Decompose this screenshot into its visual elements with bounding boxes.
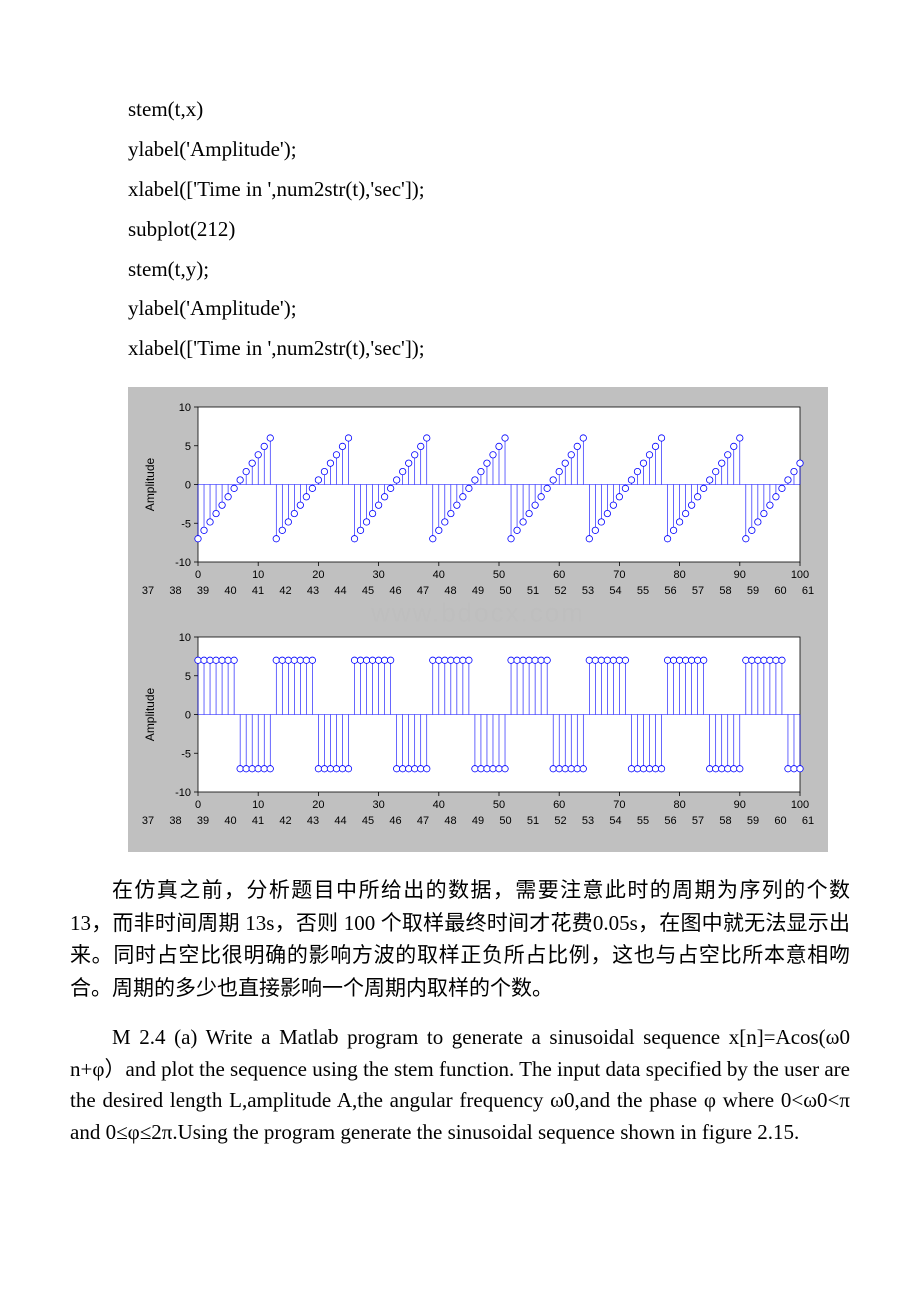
svg-text:55: 55 (637, 585, 649, 597)
svg-text:Amplitude: Amplitude (143, 458, 157, 512)
svg-text:90: 90 (734, 799, 746, 811)
svg-text:10: 10 (252, 569, 264, 581)
svg-text:56: 56 (664, 815, 676, 827)
svg-text:60: 60 (553, 799, 565, 811)
svg-text:40: 40 (433, 569, 445, 581)
code-line: ylabel('Amplitude'); (70, 289, 850, 329)
svg-text:50: 50 (499, 815, 511, 827)
svg-text:37: 37 (142, 585, 154, 597)
svg-text:45: 45 (362, 585, 374, 597)
svg-text:55: 55 (637, 815, 649, 827)
svg-text:50: 50 (499, 585, 511, 597)
svg-text:56: 56 (664, 585, 676, 597)
code-line: subplot(212) (70, 210, 850, 250)
svg-text:44: 44 (334, 585, 346, 597)
code-line: stem(t,y); (70, 250, 850, 290)
svg-text:www.bdocx.com: www.bdocx.com (370, 598, 585, 628)
svg-text:60: 60 (774, 585, 786, 597)
svg-text:90: 90 (734, 569, 746, 581)
svg-text:38: 38 (169, 815, 181, 827)
code-line: xlabel(['Time in ',num2str(t),'sec']); (70, 170, 850, 210)
svg-text:Amplitude: Amplitude (143, 688, 157, 742)
svg-text:10: 10 (179, 402, 191, 414)
svg-text:51: 51 (527, 585, 539, 597)
svg-text:39: 39 (197, 815, 209, 827)
svg-text:52: 52 (554, 585, 566, 597)
svg-text:40: 40 (224, 815, 236, 827)
svg-text:46: 46 (389, 585, 401, 597)
svg-text:0: 0 (195, 799, 201, 811)
svg-text:-10: -10 (175, 787, 191, 799)
svg-text:41: 41 (252, 815, 264, 827)
code-line: ylabel('Amplitude'); (70, 130, 850, 170)
svg-text:46: 46 (389, 815, 401, 827)
code-line: stem(t,x) (70, 90, 850, 130)
svg-text:-5: -5 (181, 518, 191, 530)
svg-text:58: 58 (719, 585, 731, 597)
svg-text:20: 20 (312, 569, 324, 581)
svg-text:42: 42 (279, 585, 291, 597)
svg-text:70: 70 (613, 799, 625, 811)
svg-text:47: 47 (417, 815, 429, 827)
svg-text:61: 61 (802, 815, 814, 827)
svg-text:41: 41 (252, 585, 264, 597)
svg-text:30: 30 (372, 799, 384, 811)
svg-text:49: 49 (472, 585, 484, 597)
svg-text:100: 100 (791, 569, 809, 581)
svg-text:49: 49 (472, 815, 484, 827)
svg-text:47: 47 (417, 585, 429, 597)
code-line: xlabel(['Time in ',num2str(t),'sec']); (70, 329, 850, 369)
svg-text:44: 44 (334, 815, 346, 827)
svg-text:80: 80 (673, 799, 685, 811)
svg-text:61: 61 (802, 585, 814, 597)
svg-text:50: 50 (493, 799, 505, 811)
svg-text:48: 48 (444, 585, 456, 597)
paragraph-chinese: 在仿真之前，分析题目中所给出的数据，需要注意此时的周期为序列的个数 13，而非时… (70, 874, 850, 1004)
svg-text:57: 57 (692, 815, 704, 827)
svg-text:0: 0 (185, 710, 191, 722)
svg-text:0: 0 (185, 480, 191, 492)
chart-panel: -10-505100102030405060708090100Amplitude… (128, 387, 828, 852)
svg-text:59: 59 (747, 585, 759, 597)
paragraph-english-text: M 2.4 (a) Write a Matlab program to gene… (70, 1025, 850, 1144)
svg-text:53: 53 (582, 585, 594, 597)
svg-text:54: 54 (609, 585, 621, 597)
svg-text:37: 37 (142, 815, 154, 827)
svg-text:43: 43 (307, 815, 319, 827)
svg-text:45: 45 (362, 815, 374, 827)
svg-text:57: 57 (692, 585, 704, 597)
svg-text:60: 60 (774, 815, 786, 827)
svg-text:10: 10 (252, 799, 264, 811)
svg-text:48: 48 (444, 815, 456, 827)
svg-text:42: 42 (279, 815, 291, 827)
svg-text:40: 40 (224, 585, 236, 597)
stem-charts-svg: -10-505100102030405060708090100Amplitude… (128, 387, 828, 847)
svg-text:43: 43 (307, 585, 319, 597)
svg-text:59: 59 (747, 815, 759, 827)
svg-text:30: 30 (372, 569, 384, 581)
svg-text:53: 53 (582, 815, 594, 827)
svg-text:50: 50 (493, 569, 505, 581)
svg-text:-5: -5 (181, 748, 191, 760)
svg-text:51: 51 (527, 815, 539, 827)
svg-text:80: 80 (673, 569, 685, 581)
paragraph-english: M 2.4 (a) Write a Matlab program to gene… (70, 1022, 850, 1148)
svg-text:60: 60 (553, 569, 565, 581)
svg-text:100: 100 (791, 799, 809, 811)
svg-text:-10: -10 (175, 557, 191, 569)
svg-text:20: 20 (312, 799, 324, 811)
svg-text:40: 40 (433, 799, 445, 811)
svg-text:58: 58 (719, 815, 731, 827)
svg-text:0: 0 (195, 569, 201, 581)
svg-text:39: 39 (197, 585, 209, 597)
svg-text:10: 10 (179, 632, 191, 644)
svg-text:70: 70 (613, 569, 625, 581)
svg-text:52: 52 (554, 815, 566, 827)
svg-text:5: 5 (185, 671, 191, 683)
svg-text:54: 54 (609, 815, 621, 827)
svg-text:5: 5 (185, 441, 191, 453)
svg-text:38: 38 (169, 585, 181, 597)
